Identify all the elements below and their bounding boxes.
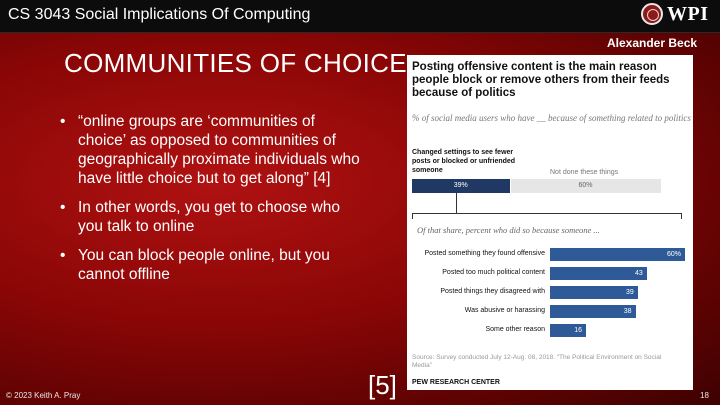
bullet-icon: • bbox=[60, 199, 66, 216]
bullet-text: You can block people online, but you can… bbox=[78, 247, 330, 283]
slide-title: COMMUNITIES OF CHOICE bbox=[64, 48, 407, 78]
bar: 60% bbox=[550, 248, 685, 261]
bullet-icon: • bbox=[60, 247, 66, 264]
chart-subtitle: % of social media users who have __ beca… bbox=[412, 113, 691, 123]
wpi-logo: WPI bbox=[667, 3, 709, 25]
bar-category-label: Was abusive or harassing bbox=[464, 307, 545, 314]
bracket-left-tick bbox=[412, 213, 413, 219]
copyright-text: © 2023 Keith A. Pray bbox=[6, 391, 81, 400]
bar-category-label: Posted things they disagreed with bbox=[440, 288, 545, 295]
course-title: CS 3043 Social Implications Of Computing bbox=[8, 6, 311, 23]
citation-label: [5] bbox=[368, 370, 397, 400]
wpi-seal-icon bbox=[641, 3, 663, 25]
top-bar-segment-not-done: 60% bbox=[510, 179, 661, 193]
pew-chart-card: Posting offensive content is the main re… bbox=[407, 55, 693, 390]
bullet-text: In other words, you get to choose who yo… bbox=[78, 199, 340, 235]
bar-category-label: Posted too much political content bbox=[442, 269, 545, 276]
bar: 16 bbox=[550, 324, 586, 337]
top-bar-segment-done: 39% bbox=[412, 179, 510, 193]
header-bar: CS 3043 Social Implications Of Computing… bbox=[0, 0, 720, 33]
bar: 38 bbox=[550, 305, 636, 318]
bullet-item: • “online groups are ‘communities of choi… bbox=[60, 112, 360, 188]
author-name: Alexander Beck bbox=[607, 36, 698, 50]
bar: 39 bbox=[550, 286, 638, 299]
page-number: 18 bbox=[700, 391, 709, 400]
bracket-right-tick bbox=[681, 213, 682, 219]
chart-source: Source: Survey conducted July 12-Aug. 08… bbox=[412, 354, 662, 369]
bullet-icon: • bbox=[60, 113, 66, 130]
bullet-list: • “online groups are ‘communities of choi… bbox=[60, 112, 360, 294]
chart-title: Posting offensive content is the main re… bbox=[412, 61, 670, 99]
bracket-connector bbox=[456, 193, 457, 213]
breakdown-title: Of that share, percent who did so becaus… bbox=[417, 225, 600, 235]
bracket-line bbox=[412, 213, 682, 214]
top-bar-category: Changed settings to see fewer posts or b… bbox=[412, 149, 516, 174]
top-bar-other-label: Not done these things bbox=[550, 169, 619, 176]
bullet-text: “online groups are ‘communities of choic… bbox=[78, 113, 360, 187]
bar: 43 bbox=[550, 267, 647, 280]
bar-category-label: Some other reason bbox=[485, 326, 545, 333]
publisher-name: PEW RESEARCH CENTER bbox=[412, 379, 500, 386]
bar-category-label: Posted something they found offensive bbox=[424, 250, 545, 257]
bullet-item: • In other words, you get to choose who y… bbox=[60, 198, 360, 236]
bullet-item: • You can block people online, but you ca… bbox=[60, 246, 360, 284]
